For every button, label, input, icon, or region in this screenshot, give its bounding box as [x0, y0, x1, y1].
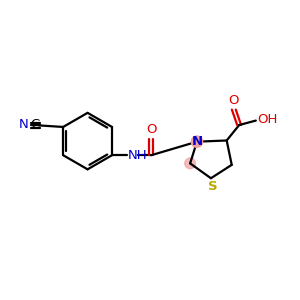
Text: N: N	[19, 118, 29, 131]
Circle shape	[185, 158, 196, 169]
Text: O: O	[146, 124, 157, 136]
Text: NH: NH	[128, 149, 147, 162]
Text: O: O	[229, 94, 239, 107]
Text: OH: OH	[257, 113, 278, 126]
Text: C: C	[30, 118, 40, 131]
Circle shape	[191, 136, 203, 147]
Text: S: S	[208, 180, 218, 193]
Text: N: N	[191, 135, 203, 148]
